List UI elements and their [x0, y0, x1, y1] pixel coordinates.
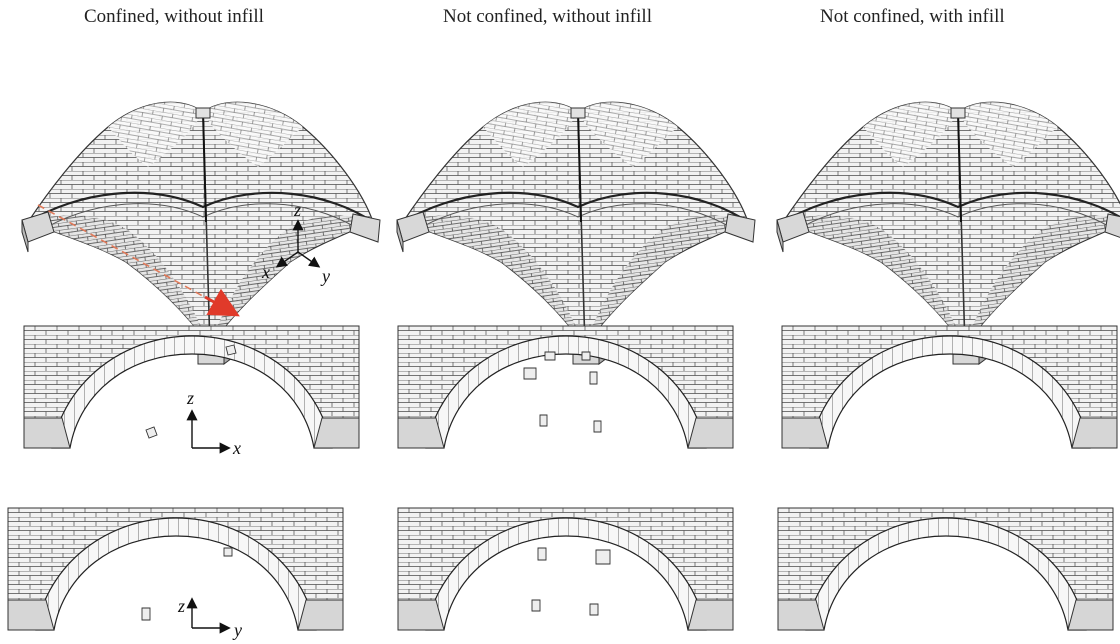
- xz-axes: z x: [186, 388, 241, 458]
- iso-axis-z-label: z: [293, 200, 301, 220]
- iso-axis-x-label: x: [261, 262, 270, 282]
- xz-axis-z-label: z: [186, 388, 194, 408]
- vault-iso-not-confined-infill: [775, 101, 1120, 366]
- arch-y-not-confined-infill: [777, 507, 1114, 631]
- fallen-bricks-row3: [141, 547, 611, 621]
- iso-axes: z x y: [261, 200, 330, 286]
- arch-y-not-confined-no-infill: [397, 507, 734, 631]
- column-title-not-confined-without-infill: Not confined, without infill: [443, 6, 652, 27]
- column-title-not-confined-with-infill: Not confined, with infill: [820, 6, 1005, 27]
- column-title-confined-without-infill: Confined, without infill: [84, 6, 264, 27]
- view-direction-dashed-line: [37, 204, 211, 301]
- vault-iso-confined: [20, 101, 382, 366]
- arch-x-not-confined-infill: [781, 325, 1118, 449]
- xz-axis-x-label: x: [232, 438, 241, 458]
- yz-axes: z y: [177, 596, 242, 640]
- yz-axis-z-label: z: [177, 596, 185, 616]
- fallen-bricks-row2: [145, 344, 602, 439]
- yz-axis-y-label: y: [232, 620, 242, 640]
- iso-axis-y-label: y: [320, 266, 330, 286]
- arch-x-not-confined-no-infill: [397, 325, 734, 449]
- view-direction-arrow: [204, 288, 240, 317]
- arch-y-confined: [7, 507, 344, 631]
- vault-iso-not-confined-no-infill: [395, 101, 757, 366]
